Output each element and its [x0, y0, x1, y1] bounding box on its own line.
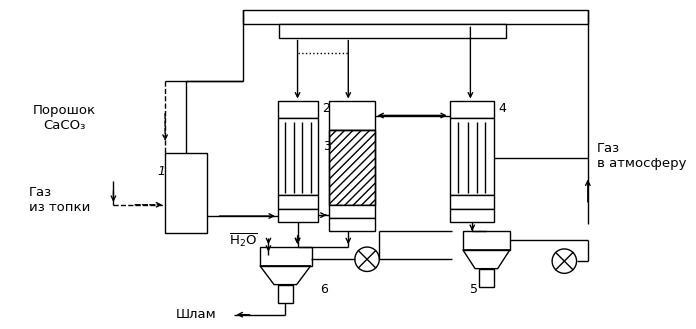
Bar	[243, 10, 588, 24]
Text: Шлам: Шлам	[176, 308, 216, 321]
Bar	[479, 269, 494, 288]
Bar	[278, 101, 318, 118]
Text: 1: 1	[157, 165, 165, 178]
Bar	[450, 118, 494, 195]
Text: 4: 4	[498, 102, 507, 115]
Bar	[278, 195, 318, 209]
Bar	[450, 195, 494, 209]
Bar	[329, 130, 374, 205]
Bar	[329, 205, 374, 218]
Bar	[450, 101, 494, 118]
Bar	[463, 231, 510, 250]
Text: $\overline{\mathrm{H_2O}}$: $\overline{\mathrm{H_2O}}$	[229, 232, 258, 249]
Bar	[278, 209, 318, 222]
Bar	[278, 118, 318, 195]
Bar	[329, 101, 374, 130]
Bar	[260, 247, 312, 266]
Text: Газ
в атмосферу: Газ в атмосферу	[597, 142, 687, 170]
Bar	[165, 153, 207, 233]
Bar	[329, 130, 374, 205]
Text: Газ
из топки: Газ из топки	[29, 186, 90, 214]
Bar	[279, 24, 506, 38]
Text: 6: 6	[320, 283, 328, 296]
Bar	[450, 209, 494, 222]
Text: 3: 3	[324, 140, 331, 153]
Text: 2: 2	[322, 102, 330, 115]
Text: Порошок
CaCO₃: Порошок CaCO₃	[33, 104, 96, 132]
Text: 5: 5	[470, 283, 478, 296]
Bar	[278, 285, 293, 303]
Bar	[329, 218, 374, 231]
